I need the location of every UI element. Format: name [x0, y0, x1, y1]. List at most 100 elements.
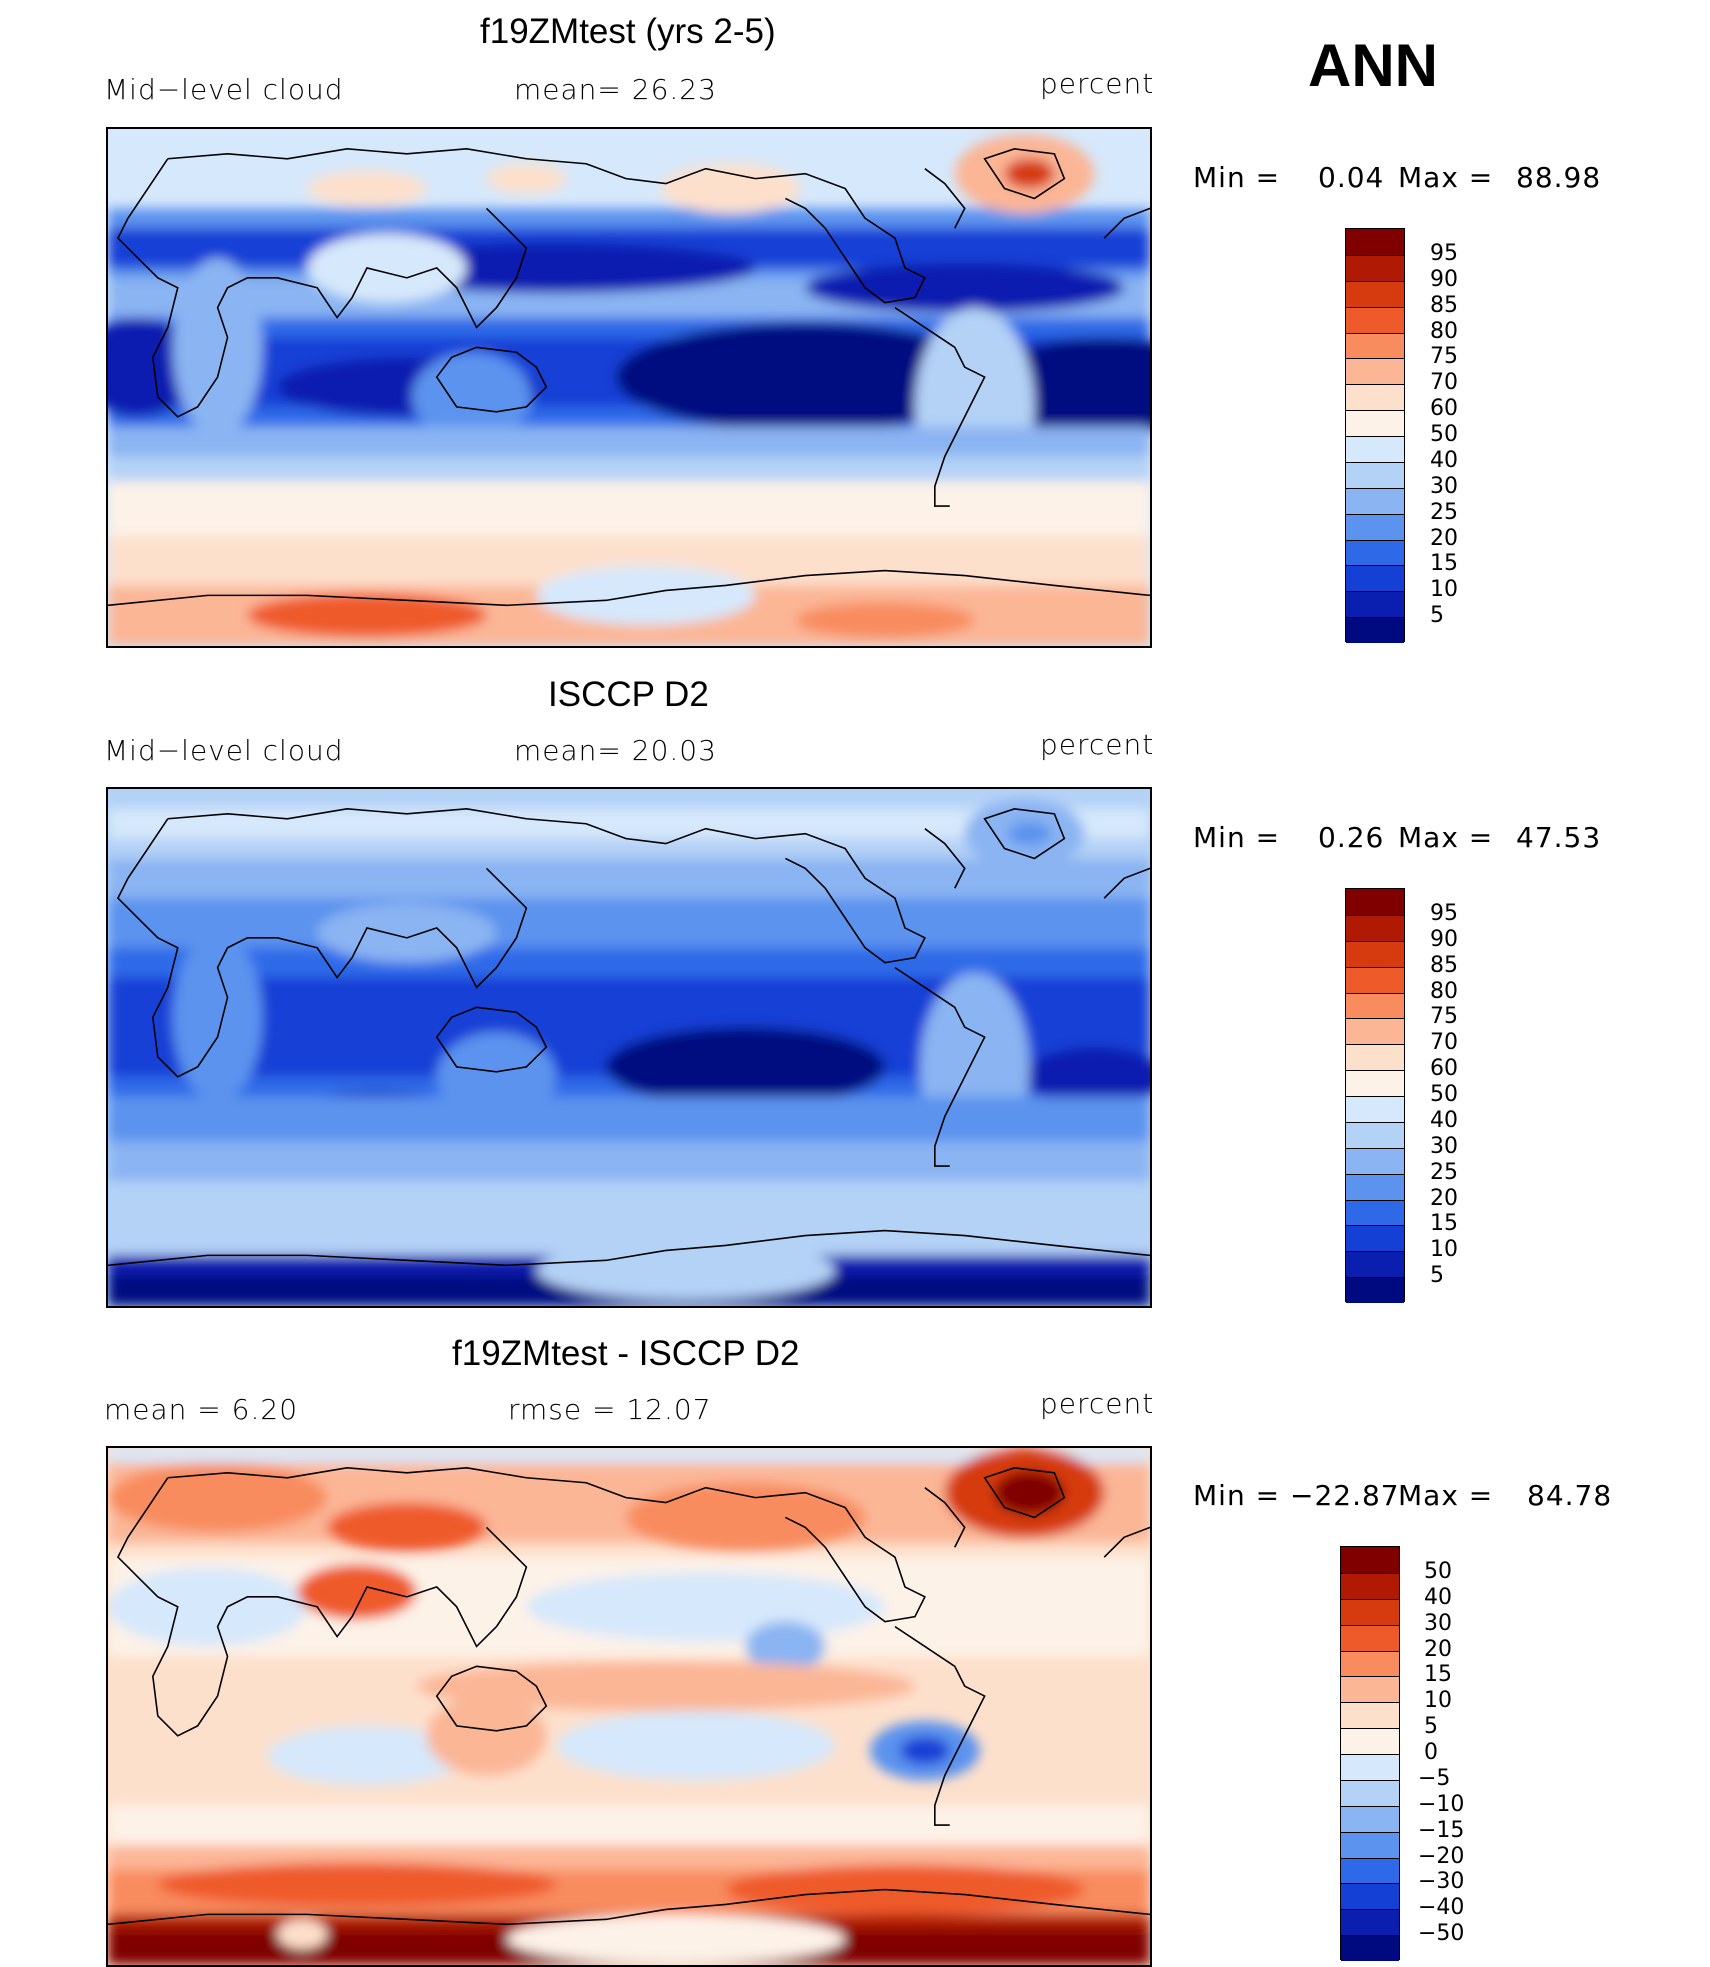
colorbar-level-label: 80: [1430, 978, 1458, 1004]
colorbar-swatch: [1346, 358, 1404, 385]
colorbar-level-label: 15: [1430, 551, 1458, 577]
colorbar-level-label: 5: [1424, 1714, 1438, 1740]
panel-2-colorbar: [1345, 888, 1405, 1303]
colorbar-swatch: [1346, 1199, 1404, 1226]
colorbar-level-label: 10: [1430, 1237, 1458, 1263]
panel-1-min-label: Min =: [1193, 161, 1281, 194]
colorbar-swatch: [1346, 461, 1404, 488]
colorbar-swatch: [1346, 992, 1404, 1019]
panel-1-max-label: Max =: [1398, 161, 1494, 194]
colorbar-swatch: [1341, 1909, 1399, 1936]
colorbar-level-label: 95: [1430, 900, 1458, 926]
panel-3-title: f19ZMtest - ISCCP D2: [452, 1334, 800, 1373]
colorbar-swatch: [1341, 1702, 1399, 1729]
panel-3-units-label: percent: [1040, 1387, 1155, 1420]
colorbar-swatch: [1341, 1572, 1399, 1599]
colorbar-level-label: 30: [1430, 473, 1458, 499]
colorbar-level-label: 25: [1430, 1159, 1458, 1185]
panel-3-min-value: −22.87: [1290, 1479, 1400, 1512]
colorbar-level-label: −15: [1418, 1817, 1465, 1843]
panel-3-min-label: Min =: [1193, 1479, 1281, 1512]
colorbar-level-label: 60: [1430, 396, 1458, 422]
colorbar-swatch: [1346, 332, 1404, 359]
colorbar-swatch: [1341, 1857, 1399, 1884]
colorbar-level-label: 85: [1430, 292, 1458, 318]
colorbar-swatch: [1346, 1277, 1404, 1303]
colorbar-swatch: [1341, 1831, 1399, 1858]
colorbar-swatch: [1346, 1096, 1404, 1122]
panel-2-max-value: 47.53: [1516, 821, 1602, 854]
panel-2-variable-label: Mid−level cloud: [104, 734, 344, 767]
colorbar-level-label: 80: [1430, 318, 1458, 344]
colorbar-swatch: [1346, 306, 1404, 333]
colorbar-swatch: [1346, 229, 1404, 255]
panel-1-max-value: 88.98: [1516, 161, 1602, 194]
colorbar-level-label: 10: [1430, 577, 1458, 603]
colorbar-swatch: [1346, 1070, 1404, 1096]
colorbar-swatch: [1341, 1935, 1399, 1961]
colorbar-level-label: 15: [1430, 1211, 1458, 1237]
panel-3-max-label: Max =: [1398, 1479, 1494, 1512]
colorbar-level-label: 50: [1430, 422, 1458, 447]
colorbar-swatch: [1346, 1251, 1404, 1278]
colorbar-level-label: −20: [1418, 1843, 1465, 1869]
colorbar-swatch: [1346, 1225, 1404, 1252]
colorbar-swatch: [1341, 1547, 1399, 1573]
colorbar-swatch: [1341, 1805, 1399, 1832]
colorbar-level-label: 95: [1430, 240, 1458, 266]
panel-3-map: [106, 1446, 1152, 1967]
colorbar-level-label: 15: [1424, 1662, 1452, 1688]
colorbar-level-label: 90: [1430, 266, 1458, 292]
colorbar-swatch: [1346, 487, 1404, 514]
colorbar-level-label: 5: [1430, 603, 1444, 629]
colorbar-level-label: 70: [1430, 1030, 1458, 1056]
colorbar-level-label: 50: [1430, 1082, 1458, 1107]
panel-1-mean-label: mean= 26.23: [514, 73, 717, 106]
colorbar-level-label: 70: [1430, 370, 1458, 396]
colorbar-level-label: −40: [1418, 1895, 1465, 1921]
colorbar-level-label: −50: [1418, 1921, 1465, 1947]
colorbar-swatch: [1341, 1883, 1399, 1910]
panel-1-variable-label: Mid−level cloud: [104, 73, 344, 106]
panel-1-colorbar-labels: 95 90 85 80 75 70 60 50 40 30 25 20 15 10 5: [1424, 228, 1484, 642]
panel-1-min-value: 0.04: [1318, 161, 1385, 194]
colorbar-level-label: −30: [1418, 1869, 1465, 1895]
colorbar-swatch: [1346, 966, 1404, 993]
panel-3-colorbar: [1340, 1546, 1400, 1961]
colorbar-swatch: [1346, 1121, 1404, 1148]
panel-3-rmse-label: rmse = 12.07: [508, 1393, 712, 1426]
colorbar-level-label: 75: [1430, 1004, 1458, 1030]
colorbar-swatch: [1346, 384, 1404, 411]
colorbar-swatch: [1346, 914, 1404, 941]
panel-2-min-value: 0.26: [1318, 821, 1385, 854]
colorbar-swatch: [1346, 940, 1404, 967]
colorbar-swatch: [1341, 1676, 1399, 1703]
colorbar-swatch: [1346, 280, 1404, 307]
colorbar-level-label: 90: [1430, 926, 1458, 952]
colorbar-swatch: [1346, 1173, 1404, 1200]
colorbar-swatch: [1346, 513, 1404, 540]
colorbar-level-label: 40: [1430, 447, 1458, 473]
colorbar-level-label: −10: [1418, 1791, 1465, 1817]
colorbar-swatch: [1346, 889, 1404, 915]
colorbar-swatch: [1341, 1624, 1399, 1651]
colorbar-swatch: [1346, 1147, 1404, 1174]
colorbar-level-label: 20: [1424, 1636, 1452, 1662]
colorbar-level-label: 20: [1430, 525, 1458, 551]
panel-2-title: ISCCP D2: [548, 675, 709, 714]
panel-1-units-label: percent: [1040, 67, 1155, 100]
colorbar-level-label: 0: [1424, 1740, 1438, 1765]
panel-2-mean-label: mean= 20.03: [514, 734, 717, 767]
colorbar-level-label: 10: [1424, 1688, 1452, 1714]
panel-1-colorbar: [1345, 228, 1405, 643]
colorbar-level-label: 30: [1430, 1133, 1458, 1159]
panel-3-max-value: 84.78: [1527, 1479, 1613, 1512]
colorbar-swatch: [1346, 436, 1404, 462]
panel-3-colorbar-labels: 50 40 30 20 15 10 5 0 −5 −10 −15 −20 −30 −40 −50: [1418, 1546, 1488, 1960]
colorbar-swatch: [1346, 254, 1404, 281]
colorbar-level-label: 50: [1424, 1558, 1452, 1584]
colorbar-level-label: 20: [1430, 1185, 1458, 1211]
colorbar-level-label: 85: [1430, 952, 1458, 978]
colorbar-level-label: 30: [1424, 1610, 1452, 1636]
panel-2-map: [106, 787, 1152, 1308]
